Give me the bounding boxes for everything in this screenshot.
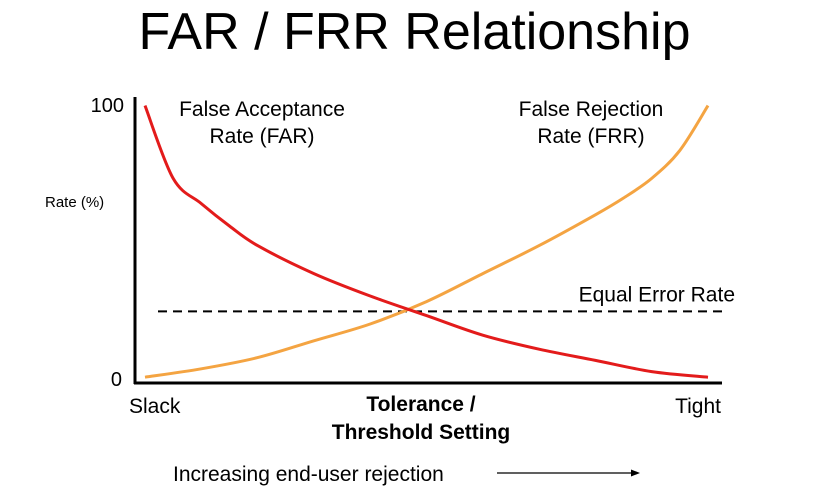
frr-curve [144, 104, 710, 379]
x-tick-tight: Tight [675, 395, 721, 418]
x-axis-label-line1: Tolerance / [366, 393, 475, 416]
x-axis-label-line2: Threshold Setting [332, 421, 511, 444]
frr-label-line2: Rate (FRR) [537, 125, 644, 148]
footnote-text: Increasing end-user rejection [173, 463, 444, 486]
y-tick-100: 100 [91, 95, 124, 117]
far-curve [143, 105, 709, 379]
chart-title: FAR / FRR Relationship [138, 3, 691, 61]
equal-error-rate-label: Equal Error Rate [579, 283, 735, 306]
far-label-line1: False Acceptance [179, 98, 345, 121]
far-label-line2: Rate (FAR) [209, 125, 314, 148]
frr-label-line1: False Rejection [519, 98, 664, 121]
x-tick-slack: Slack [129, 395, 181, 418]
y-axis-label: Rate (%) [45, 194, 104, 211]
y-tick-0: 0 [111, 369, 122, 391]
footnote-arrowhead [631, 469, 640, 477]
